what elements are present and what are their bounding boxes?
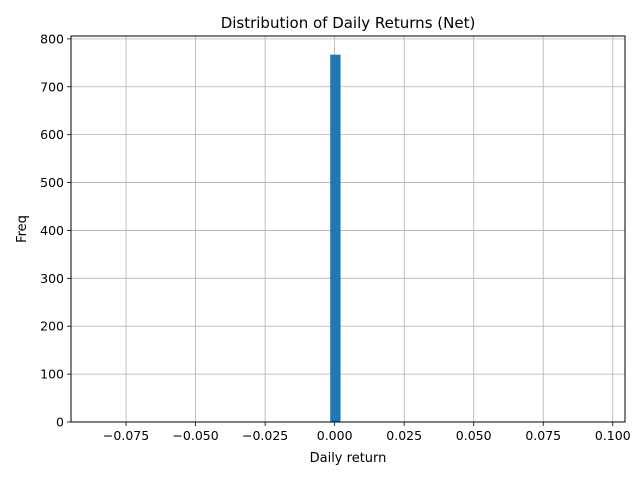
- x-tick-label: 0.075: [525, 428, 561, 443]
- x-tick-label: 0.100: [595, 428, 631, 443]
- chart-title: Distribution of Daily Returns (Net): [221, 14, 476, 32]
- y-tick-label: 100: [40, 367, 64, 382]
- y-tick-label: 800: [40, 31, 64, 46]
- y-axis-label: Freq: [15, 215, 30, 243]
- x-tick-label: −0.025: [242, 428, 288, 443]
- y-tick-label: 300: [40, 271, 64, 286]
- y-tick-label: 700: [40, 79, 64, 94]
- y-axis-ticks: 0 100 200 300 400 500 600 700 800: [40, 31, 71, 430]
- x-tick-label: 0.000: [317, 428, 353, 443]
- histogram-bar: [330, 54, 341, 422]
- x-tick-label: 0.025: [386, 428, 422, 443]
- y-tick-label: 600: [40, 127, 64, 142]
- y-tick-label: 0: [56, 415, 64, 430]
- x-tick-label: 0.050: [456, 428, 492, 443]
- x-axis-ticks: −0.075 −0.050 −0.025 0.000 0.025 0.050 0.075 0.…: [103, 422, 631, 443]
- y-tick-label: 200: [40, 319, 64, 334]
- x-tick-label: −0.050: [172, 428, 218, 443]
- x-tick-label: −0.075: [103, 428, 149, 443]
- y-tick-label: 500: [40, 175, 64, 190]
- plot-area: [71, 36, 625, 422]
- y-tick-label: 400: [40, 223, 64, 238]
- x-axis-label: Daily return: [310, 451, 387, 466]
- plot-frame: [70, 35, 626, 423]
